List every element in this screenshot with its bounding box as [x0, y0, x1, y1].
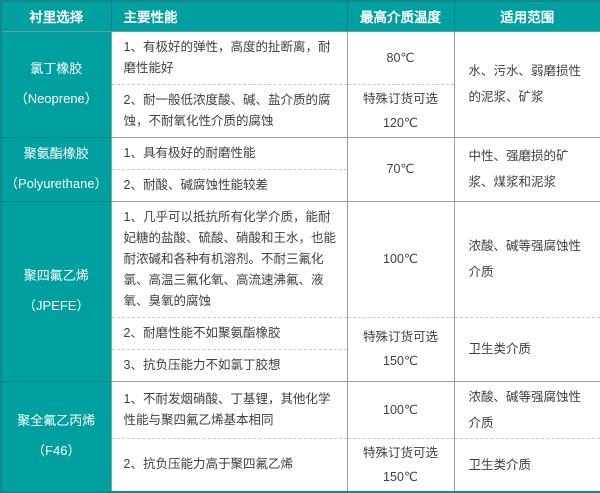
performance-cell: 1、不耐发烟硝酸、丁基锂，其他化学性能与聚四氟乙烯基本相同 [110, 380, 347, 438]
temp-value: 150℃ [383, 354, 418, 368]
material-code: （F46） [32, 443, 81, 459]
range-cell: 水、污水、弱磨损性的泥浆、矿浆 [453, 30, 600, 137]
temp-value: 120℃ [383, 115, 418, 130]
range-cell: 中性、强磨损的矿浆、煤浆和泥浆 [453, 136, 600, 201]
range-cell: 浓酸、碱等强腐蚀性介质 [453, 200, 600, 317]
material-code: （Polyurethane） [4, 176, 108, 191]
temp-note: 特殊订货可选 [362, 91, 438, 106]
range-cell: 卫生类介质 [453, 437, 600, 492]
table-row: 聚全氟乙丙烯 （F46） 1、不耐发烟硝酸、丁基锂，其他化学性能与聚四氟乙烯基本… [1, 380, 600, 492]
column-header-applicable-range: 适用范围 [453, 1, 600, 32]
temperature-cell: 100℃ [346, 200, 454, 317]
temperature-cell: 特殊订货可选 150℃ [346, 437, 454, 492]
table-row: 聚氨酯橡胶 （Polyurethane） 1、具有极好的耐磨性能 70℃ 中性、… [1, 136, 600, 201]
performance-cell: 3、抗负压能力不如氯丁胶想 [110, 348, 347, 381]
performance-cell: 1、具有极好的耐磨性能 [110, 136, 347, 169]
table-row: 氯丁橡胶 （Neoprene） 1、有极好的弹性，高度的扯断离，耐磨性能好 80… [1, 30, 600, 137]
performance-cell: 2、耐磨性能不如聚氨酯橡胶 [110, 316, 347, 349]
column-header-performance: 主要性能 [110, 1, 347, 32]
performance-cell: 1、有极好的弹性，高度的扯断离，耐磨性能好 [110, 30, 347, 84]
table-row: 2、耐酸、碱腐蚀性能较差 [1, 168, 600, 201]
material-cell-f46: 聚全氟乙丙烯 （F46） [1, 380, 111, 492]
temperature-cell: 80℃ [346, 30, 454, 84]
temperature-cell: 100℃ [346, 380, 454, 438]
performance-cell: 2、耐酸、碱腐蚀性能较差 [110, 168, 347, 201]
column-header-lining: 衬里选择 [1, 1, 111, 32]
range-cell: 浓酸、碱等强腐蚀性介质 [453, 380, 600, 438]
material-cell-ptfe: 聚四氟乙烯 （JPEFE） [1, 200, 111, 381]
temp-value: 150℃ [383, 469, 418, 484]
column-header-max-temperature: 最高介质温度 [346, 1, 454, 32]
performance-cell: 1、几乎可以抵抗所有化学介质，能耐妃糖的盐酸、硫酸、硝酸和王水，也能耐浓碱和各种… [110, 200, 347, 317]
material-cell-polyurethane: 聚氨酯橡胶 （Polyurethane） [1, 136, 111, 201]
material-code: （JPEFE） [23, 298, 90, 313]
table-row: 2、耐磨性能不如聚氨酯橡胶 特殊订货可选 150℃ 卫生类介质 [1, 316, 600, 381]
material-code: （Neoprene） [14, 91, 98, 106]
material-name: 氯丁橡胶 [30, 61, 83, 76]
performance-cell: 2、耐一般低浓度酸、碱、盐介质的腐蚀，不耐氧化性介质的腐蚀 [110, 83, 347, 137]
temperature-cell: 特殊订货可选 150℃ [346, 316, 454, 381]
material-name: 聚氨酯橡胶 [23, 146, 89, 161]
material-name: 聚全氟乙丙烯 [17, 413, 96, 429]
header-row: 衬里选择 主要性能 最高介质温度 适用范围 [1, 1, 600, 32]
table-row: 2、耐一般低浓度酸、碱、盐介质的腐蚀，不耐氧化性介质的腐蚀 特殊订货可选 120… [1, 83, 600, 137]
material-cell-neoprene: 氯丁橡胶 （Neoprene） [1, 30, 111, 137]
temperature-cell: 70℃ [346, 136, 454, 201]
temp-note: 特殊订货可选 [362, 445, 438, 460]
temperature-cell: 特殊订货可选 120℃ [346, 83, 454, 137]
performance-cell: 2、抗负压能力高于聚四氟乙烯 [110, 437, 347, 492]
table-row: 聚四氟乙烯 （JPEFE） 1、几乎可以抵抗所有化学介质，能耐妃糖的盐酸、硫酸、… [1, 200, 600, 381]
temp-note: 特殊订货可选 [362, 330, 438, 344]
table-row: 3、抗负压能力不如氯丁胶想 [1, 348, 600, 381]
range-cell: 卫生类介质 [453, 316, 600, 381]
material-name: 聚四氟乙烯 [23, 268, 89, 283]
